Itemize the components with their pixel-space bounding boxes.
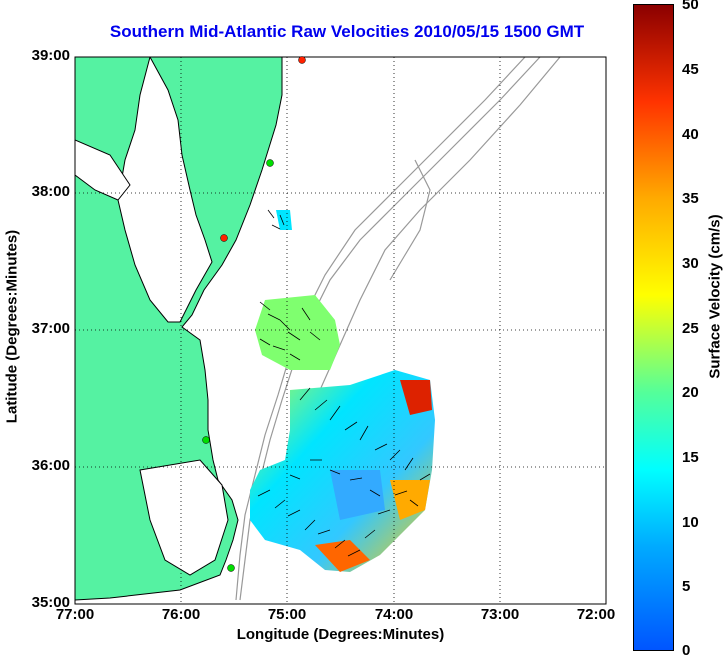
chesapeake-bay <box>117 57 213 323</box>
delaware-bay <box>75 139 131 201</box>
colorbar-tick-label: 20 <box>682 384 699 401</box>
grid-lines <box>75 57 606 604</box>
colorbar-tick-label: 35 <box>682 190 699 207</box>
stations <box>202 56 306 572</box>
colorbar-tick-label: 40 <box>682 126 699 143</box>
pamlico-sound <box>139 459 229 576</box>
station-marker <box>266 159 274 167</box>
colorbar-tick-label: 5 <box>682 578 691 595</box>
colorbar-tick-label: 50 <box>682 0 699 13</box>
chart-title: Southern Mid-Atlantic Raw Velocities 201… <box>109 22 585 41</box>
y-tick-label: 39:00 <box>31 47 70 64</box>
y-tick-label: 38:00 <box>31 183 70 200</box>
colorbar-tick-label: 25 <box>682 320 699 337</box>
colorbar <box>633 4 674 651</box>
y-tick-label: 37:00 <box>31 320 70 337</box>
velocity-vectors <box>257 209 431 557</box>
axes-frame <box>74 56 607 605</box>
colorbar-tick-label: 15 <box>682 449 699 466</box>
x-tick-label: 72:00 <box>576 606 616 623</box>
colorbar-tick-label: 10 <box>682 514 699 531</box>
station-marker <box>220 234 228 242</box>
y-axis-label: Latitude (Degrees:Minutes) <box>3 229 21 424</box>
colorbar-tick-label: 0 <box>682 642 691 659</box>
x-tick-label: 73:00 <box>480 606 520 623</box>
x-tick-label: 76:00 <box>161 606 201 623</box>
x-axis-label: Longitude (Degrees:Minutes) <box>236 626 445 643</box>
x-tick-label: 74:00 <box>374 606 414 623</box>
station-marker <box>227 564 235 572</box>
colorbar-tick-label: 45 <box>682 61 699 78</box>
x-tick-label: 75:00 <box>267 606 307 623</box>
station-marker <box>202 436 210 444</box>
x-tick-label: 77:00 <box>55 606 95 623</box>
station-marker <box>298 56 306 64</box>
y-tick-label: 35:00 <box>31 594 70 611</box>
y-tick-label: 36:00 <box>31 457 70 474</box>
colorbar-tick-label: 30 <box>682 255 699 272</box>
colorbar-label: Surface Velocity (cm/s) <box>706 214 724 379</box>
